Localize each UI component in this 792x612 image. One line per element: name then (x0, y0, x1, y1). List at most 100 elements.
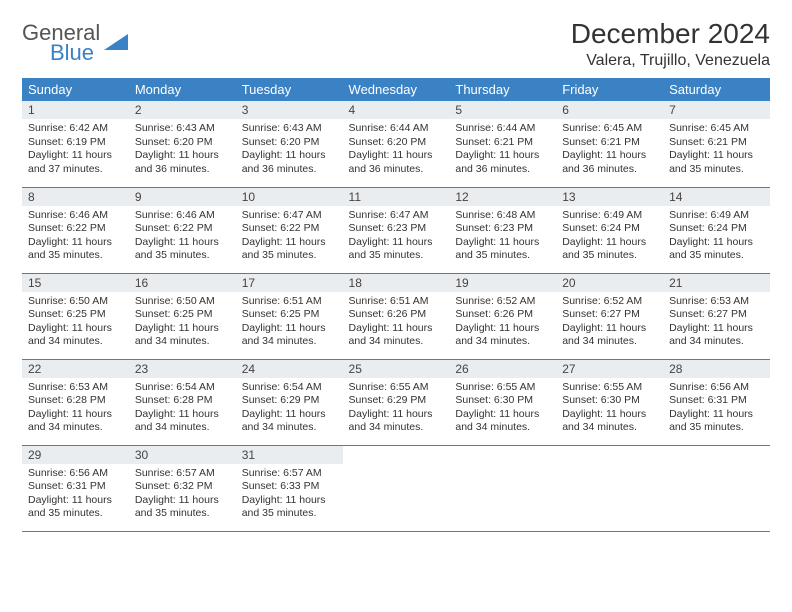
calendar-header-cell: Wednesday (343, 78, 450, 101)
day-detail: Sunrise: 6:53 AMSunset: 6:27 PMDaylight:… (663, 292, 770, 354)
header: General Blue December 2024 Valera, Truji… (22, 18, 770, 70)
calendar-day-cell: 10Sunrise: 6:47 AMSunset: 6:22 PMDayligh… (236, 187, 343, 273)
day-detail: Sunrise: 6:51 AMSunset: 6:26 PMDaylight:… (343, 292, 450, 354)
calendar-day-cell: 14Sunrise: 6:49 AMSunset: 6:24 PMDayligh… (663, 187, 770, 273)
calendar-day-cell: 9Sunrise: 6:46 AMSunset: 6:22 PMDaylight… (129, 187, 236, 273)
calendar-day-cell: 23Sunrise: 6:54 AMSunset: 6:28 PMDayligh… (129, 359, 236, 445)
day-number: 28 (663, 360, 770, 378)
calendar-week-row: 29Sunrise: 6:56 AMSunset: 6:31 PMDayligh… (22, 445, 770, 531)
day-number: 30 (129, 446, 236, 464)
day-detail: Sunrise: 6:54 AMSunset: 6:28 PMDaylight:… (129, 378, 236, 440)
calendar-day-cell: 6Sunrise: 6:45 AMSunset: 6:21 PMDaylight… (556, 101, 663, 187)
calendar-day-cell: 21Sunrise: 6:53 AMSunset: 6:27 PMDayligh… (663, 273, 770, 359)
day-number: 21 (663, 274, 770, 292)
day-number: 22 (22, 360, 129, 378)
calendar-day-cell: 20Sunrise: 6:52 AMSunset: 6:27 PMDayligh… (556, 273, 663, 359)
day-number: 1 (22, 101, 129, 119)
day-detail: Sunrise: 6:43 AMSunset: 6:20 PMDaylight:… (129, 119, 236, 181)
calendar-day-cell: 16Sunrise: 6:50 AMSunset: 6:25 PMDayligh… (129, 273, 236, 359)
day-detail: Sunrise: 6:45 AMSunset: 6:21 PMDaylight:… (663, 119, 770, 181)
day-number: 9 (129, 188, 236, 206)
day-detail: Sunrise: 6:47 AMSunset: 6:22 PMDaylight:… (236, 206, 343, 268)
calendar-header-cell: Friday (556, 78, 663, 101)
day-detail: Sunrise: 6:56 AMSunset: 6:31 PMDaylight:… (22, 464, 129, 526)
calendar-header-cell: Saturday (663, 78, 770, 101)
day-detail: Sunrise: 6:55 AMSunset: 6:30 PMDaylight:… (556, 378, 663, 440)
day-detail: Sunrise: 6:49 AMSunset: 6:24 PMDaylight:… (556, 206, 663, 268)
day-detail: Sunrise: 6:49 AMSunset: 6:24 PMDaylight:… (663, 206, 770, 268)
day-number: 23 (129, 360, 236, 378)
day-number: 8 (22, 188, 129, 206)
day-number: 25 (343, 360, 450, 378)
calendar-header-cell: Thursday (449, 78, 556, 101)
day-number: 31 (236, 446, 343, 464)
day-detail: Sunrise: 6:57 AMSunset: 6:32 PMDaylight:… (129, 464, 236, 526)
calendar-day-cell: .. (556, 445, 663, 531)
calendar-day-cell: 8Sunrise: 6:46 AMSunset: 6:22 PMDaylight… (22, 187, 129, 273)
calendar-day-cell: 2Sunrise: 6:43 AMSunset: 6:20 PMDaylight… (129, 101, 236, 187)
day-number: 3 (236, 101, 343, 119)
calendar-day-cell: 17Sunrise: 6:51 AMSunset: 6:25 PMDayligh… (236, 273, 343, 359)
calendar-day-cell: 15Sunrise: 6:50 AMSunset: 6:25 PMDayligh… (22, 273, 129, 359)
day-number: 12 (449, 188, 556, 206)
calendar-day-cell: 5Sunrise: 6:44 AMSunset: 6:21 PMDaylight… (449, 101, 556, 187)
day-detail: Sunrise: 6:50 AMSunset: 6:25 PMDaylight:… (129, 292, 236, 354)
logo-text-blue: Blue (50, 42, 100, 64)
day-number: 20 (556, 274, 663, 292)
day-detail: Sunrise: 6:44 AMSunset: 6:21 PMDaylight:… (449, 119, 556, 181)
calendar-week-row: 1Sunrise: 6:42 AMSunset: 6:19 PMDaylight… (22, 101, 770, 187)
day-number: 7 (663, 101, 770, 119)
day-detail: Sunrise: 6:46 AMSunset: 6:22 PMDaylight:… (129, 206, 236, 268)
calendar-body: 1Sunrise: 6:42 AMSunset: 6:19 PMDaylight… (22, 101, 770, 531)
day-detail: Sunrise: 6:47 AMSunset: 6:23 PMDaylight:… (343, 206, 450, 268)
day-number: 13 (556, 188, 663, 206)
page-title: December 2024 (571, 18, 770, 50)
calendar-header-cell: Monday (129, 78, 236, 101)
calendar-day-cell: 25Sunrise: 6:55 AMSunset: 6:29 PMDayligh… (343, 359, 450, 445)
day-detail: Sunrise: 6:57 AMSunset: 6:33 PMDaylight:… (236, 464, 343, 526)
day-number: 29 (22, 446, 129, 464)
calendar-day-cell: 27Sunrise: 6:55 AMSunset: 6:30 PMDayligh… (556, 359, 663, 445)
calendar-week-row: 22Sunrise: 6:53 AMSunset: 6:28 PMDayligh… (22, 359, 770, 445)
day-number: 10 (236, 188, 343, 206)
calendar-day-cell: .. (449, 445, 556, 531)
day-number: 17 (236, 274, 343, 292)
day-detail: Sunrise: 6:46 AMSunset: 6:22 PMDaylight:… (22, 206, 129, 268)
calendar-header-cell: Tuesday (236, 78, 343, 101)
calendar-day-cell: 11Sunrise: 6:47 AMSunset: 6:23 PMDayligh… (343, 187, 450, 273)
calendar-day-cell: .. (663, 445, 770, 531)
calendar-day-cell: 19Sunrise: 6:52 AMSunset: 6:26 PMDayligh… (449, 273, 556, 359)
logo: General Blue (22, 22, 130, 64)
day-detail: Sunrise: 6:51 AMSunset: 6:25 PMDaylight:… (236, 292, 343, 354)
day-number: 14 (663, 188, 770, 206)
day-number: 24 (236, 360, 343, 378)
calendar-day-cell: .. (343, 445, 450, 531)
calendar-header-row: SundayMondayTuesdayWednesdayThursdayFrid… (22, 78, 770, 101)
day-detail: Sunrise: 6:43 AMSunset: 6:20 PMDaylight:… (236, 119, 343, 181)
calendar-day-cell: 1Sunrise: 6:42 AMSunset: 6:19 PMDaylight… (22, 101, 129, 187)
day-number: 19 (449, 274, 556, 292)
day-detail: Sunrise: 6:50 AMSunset: 6:25 PMDaylight:… (22, 292, 129, 354)
calendar-day-cell: 7Sunrise: 6:45 AMSunset: 6:21 PMDaylight… (663, 101, 770, 187)
day-number: 6 (556, 101, 663, 119)
day-detail: Sunrise: 6:42 AMSunset: 6:19 PMDaylight:… (22, 119, 129, 181)
calendar-table: SundayMondayTuesdayWednesdayThursdayFrid… (22, 78, 770, 532)
day-detail: Sunrise: 6:55 AMSunset: 6:30 PMDaylight:… (449, 378, 556, 440)
day-detail: Sunrise: 6:53 AMSunset: 6:28 PMDaylight:… (22, 378, 129, 440)
calendar-header-cell: Sunday (22, 78, 129, 101)
calendar-day-cell: 31Sunrise: 6:57 AMSunset: 6:33 PMDayligh… (236, 445, 343, 531)
day-detail: Sunrise: 6:44 AMSunset: 6:20 PMDaylight:… (343, 119, 450, 181)
day-detail: Sunrise: 6:55 AMSunset: 6:29 PMDaylight:… (343, 378, 450, 440)
day-number: 18 (343, 274, 450, 292)
day-number: 11 (343, 188, 450, 206)
day-detail: Sunrise: 6:45 AMSunset: 6:21 PMDaylight:… (556, 119, 663, 181)
calendar-day-cell: 3Sunrise: 6:43 AMSunset: 6:20 PMDaylight… (236, 101, 343, 187)
calendar-day-cell: 26Sunrise: 6:55 AMSunset: 6:30 PMDayligh… (449, 359, 556, 445)
day-number: 16 (129, 274, 236, 292)
calendar-day-cell: 18Sunrise: 6:51 AMSunset: 6:26 PMDayligh… (343, 273, 450, 359)
day-number: 15 (22, 274, 129, 292)
calendar-day-cell: 28Sunrise: 6:56 AMSunset: 6:31 PMDayligh… (663, 359, 770, 445)
day-number: 5 (449, 101, 556, 119)
day-detail: Sunrise: 6:48 AMSunset: 6:23 PMDaylight:… (449, 206, 556, 268)
day-detail: Sunrise: 6:56 AMSunset: 6:31 PMDaylight:… (663, 378, 770, 440)
